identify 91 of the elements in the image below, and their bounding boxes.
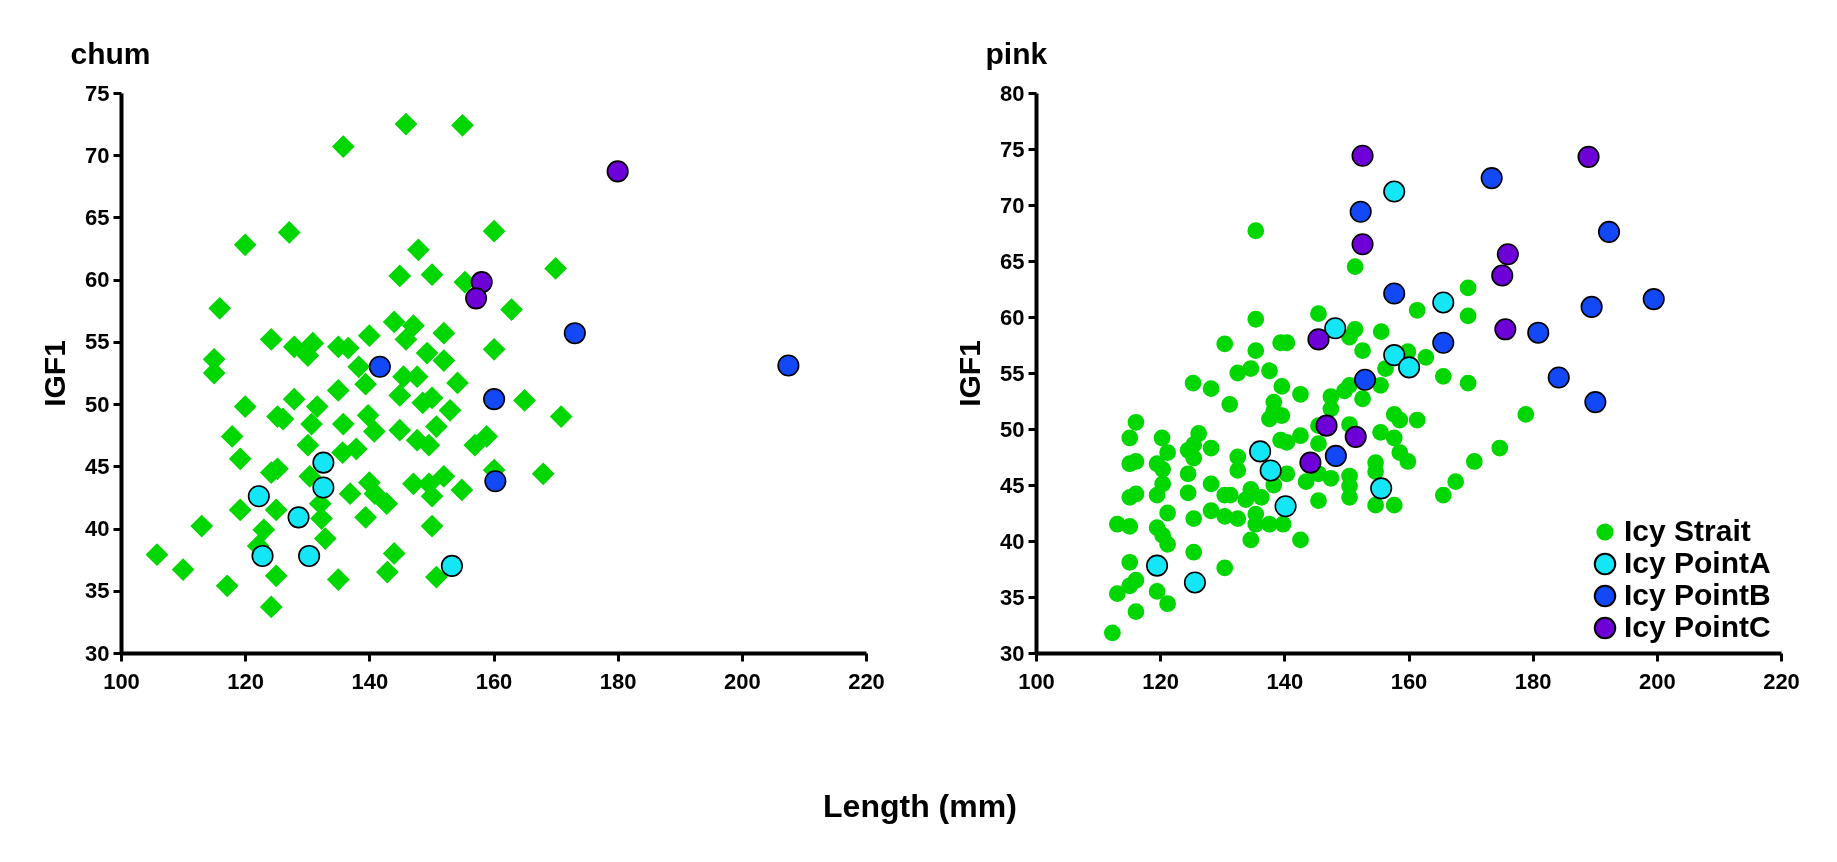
y-tick-label: 30	[1000, 640, 1025, 666]
point	[1307, 328, 1330, 351]
point	[1249, 440, 1272, 463]
point	[1491, 264, 1514, 287]
y-tick-label: 45	[1000, 472, 1025, 498]
legend-label: Icy PointC	[1624, 610, 1771, 643]
point	[1432, 331, 1455, 354]
point	[1580, 295, 1603, 318]
point	[1351, 233, 1374, 256]
y-tick-label: 50	[85, 391, 110, 417]
y-tick-label: 60	[1000, 304, 1025, 330]
y-tick-label: 35	[85, 578, 110, 604]
point	[1383, 282, 1406, 305]
point	[251, 544, 274, 567]
point	[1577, 145, 1600, 168]
point	[312, 476, 335, 499]
point	[606, 160, 629, 183]
chart-title: pink	[985, 37, 1048, 70]
x-tick-label: 200	[723, 668, 761, 694]
x-tick-label: 220	[1763, 668, 1800, 694]
x-tick-label: 100	[1018, 668, 1055, 694]
y-axis-title: IGF1	[953, 340, 987, 407]
point	[1584, 391, 1607, 414]
point	[1496, 243, 1519, 266]
point	[1351, 144, 1374, 167]
point	[1315, 414, 1338, 437]
point	[465, 287, 488, 310]
y-tick-label: 70	[85, 142, 110, 168]
y-tick-label: 75	[85, 80, 110, 106]
point	[1353, 368, 1377, 391]
chart-title: chum	[70, 37, 151, 70]
point	[777, 354, 800, 377]
point	[1383, 344, 1406, 367]
y-tick-label: 40	[85, 516, 110, 542]
legend-label: Icy PointB	[1624, 578, 1771, 611]
point	[1547, 366, 1570, 389]
y-tick-label: 60	[85, 267, 110, 293]
point	[440, 554, 463, 577]
point	[247, 485, 270, 508]
point	[563, 322, 586, 345]
y-tick-label: 30	[85, 640, 110, 666]
y-tick-label: 70	[1000, 192, 1025, 218]
point	[287, 506, 310, 529]
point	[1349, 200, 1372, 223]
y-axis-title: IGF1	[38, 340, 72, 407]
y-tick-label: 35	[1000, 584, 1025, 610]
x-tick-label: 160	[475, 668, 513, 694]
x-tick-label: 200	[1638, 668, 1676, 694]
point	[1274, 495, 1297, 518]
point	[1370, 477, 1393, 500]
point	[1299, 451, 1322, 474]
point	[483, 388, 506, 411]
point	[1432, 291, 1455, 314]
point	[1527, 321, 1550, 344]
x-tick-label: 180	[599, 668, 637, 694]
y-tick-label: 45	[85, 453, 110, 479]
y-tick-label: 65	[85, 204, 110, 230]
point	[1259, 459, 1282, 482]
legend-label: Icy Strait	[1624, 514, 1751, 547]
point	[1344, 425, 1367, 448]
legend-label: Icy PointA	[1624, 546, 1771, 579]
point	[1383, 180, 1406, 203]
x-tick-label: 100	[103, 668, 140, 694]
x-axis-title: Length (mm)	[823, 788, 1017, 824]
point	[1494, 318, 1517, 341]
x-tick-label: 180	[1514, 668, 1552, 694]
y-tick-label: 55	[85, 329, 110, 355]
x-tick-label: 120	[1142, 668, 1180, 694]
point	[1642, 288, 1665, 311]
point	[484, 470, 507, 493]
point	[1480, 167, 1503, 190]
x-tick-label: 160	[1390, 668, 1428, 694]
y-tick-label: 40	[1000, 528, 1025, 554]
point	[1324, 444, 1347, 467]
x-tick-label: 140	[1266, 668, 1304, 694]
point	[312, 451, 335, 474]
point	[1597, 220, 1621, 243]
x-tick-label: 140	[351, 668, 389, 694]
y-tick-label: 65	[1000, 248, 1025, 274]
y-tick-label: 50	[1000, 416, 1025, 442]
point	[1183, 571, 1206, 594]
point	[1146, 554, 1169, 577]
y-tick-label: 55	[1000, 360, 1025, 386]
point	[298, 544, 321, 567]
y-tick-label: 80	[1000, 80, 1025, 106]
x-tick-label: 120	[227, 668, 265, 694]
point	[1324, 317, 1347, 340]
point	[368, 355, 391, 378]
point	[1398, 356, 1421, 379]
y-tick-label: 75	[1000, 136, 1025, 162]
x-tick-label: 220	[848, 668, 885, 694]
